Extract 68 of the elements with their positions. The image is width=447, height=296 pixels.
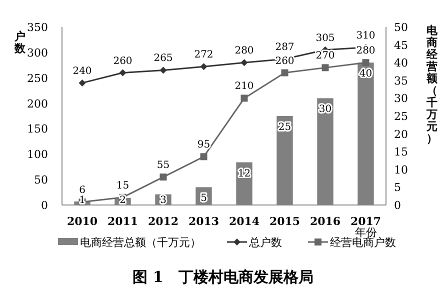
legend-label: 总户数: [248, 236, 282, 249]
legend-label: 电商经营总额（千万元）: [80, 236, 201, 249]
point: [119, 69, 126, 76]
data-label: 40: [359, 68, 372, 80]
data-label: 310: [356, 30, 376, 42]
y2-tick-label: 35: [394, 74, 408, 88]
y2-tick-label: 25: [394, 110, 408, 123]
data-label: 5: [200, 193, 207, 204]
data-label: 240: [72, 66, 92, 77]
data-label: 265: [154, 53, 173, 64]
y-tick-label: 0: [41, 199, 48, 212]
point: [240, 94, 248, 102]
data-label: 25: [278, 122, 292, 133]
y2-tick-label: 0: [394, 199, 401, 212]
data-label: 287: [275, 42, 294, 54]
y2-tick-label: 10: [394, 163, 408, 176]
x-tick-label: 2015: [269, 215, 300, 228]
x-tick-label: 2017: [350, 215, 382, 228]
data-label: 280: [356, 46, 376, 57]
y-tick-label: 350: [27, 21, 48, 34]
data-label: 305: [316, 32, 335, 44]
x-tick-label: 2013: [188, 215, 220, 228]
x-tick-label: 2016: [310, 215, 341, 228]
data-label: 3: [160, 195, 166, 206]
y2-tick-label: 5: [394, 181, 401, 194]
point: [240, 59, 248, 66]
y2-tick-label: 45: [394, 38, 408, 52]
data-label: 12: [238, 168, 251, 180]
data-label: 280: [234, 46, 254, 57]
y-tick-label: 200: [27, 97, 48, 110]
x-axis-title: 年份: [354, 226, 377, 239]
data-label: 6: [79, 184, 86, 196]
y-tick-label: 150: [27, 122, 48, 136]
point: [78, 79, 86, 86]
y-tick-label: 250: [27, 72, 48, 85]
data-label: 1: [79, 195, 86, 206]
legend-label: 经营电商户数: [330, 236, 396, 249]
y-tick-label: 50: [34, 174, 48, 187]
point: [322, 64, 329, 72]
y-axis-title: 户数: [14, 30, 26, 55]
point: [200, 63, 208, 70]
x-tick-label: 2010: [66, 215, 98, 228]
point: [160, 66, 167, 74]
point: [281, 69, 288, 76]
y2-tick-label: 40: [394, 56, 408, 70]
point: [200, 153, 208, 160]
y2-tick-label: 15: [394, 146, 408, 159]
y2-tick-label: 30: [394, 92, 408, 106]
data-label: 55: [156, 160, 170, 172]
point: [160, 174, 167, 181]
data-label: 30: [318, 104, 332, 116]
data-label: 260: [113, 56, 132, 67]
data-label: 15: [116, 180, 130, 192]
y2-tick-label: 20: [394, 128, 408, 141]
y-tick-label: 300: [27, 46, 48, 60]
point: [362, 59, 370, 66]
y2-tick-label: 50: [394, 21, 408, 34]
data-label: 2: [120, 195, 126, 206]
x-tick-label: 2014: [228, 215, 260, 228]
data-label: 210: [234, 81, 254, 92]
y-tick-label: 100: [27, 148, 48, 162]
data-label: 95: [197, 140, 210, 151]
text: 电商经营额（千万元）: [426, 24, 438, 145]
x-tick-label: 2012: [148, 215, 179, 228]
data-label: 272: [194, 50, 214, 61]
x-tick-label: 2011: [107, 215, 138, 228]
data-label: 270: [316, 50, 335, 62]
text: 图 1 丁楼村电商发展格局: [132, 268, 314, 286]
